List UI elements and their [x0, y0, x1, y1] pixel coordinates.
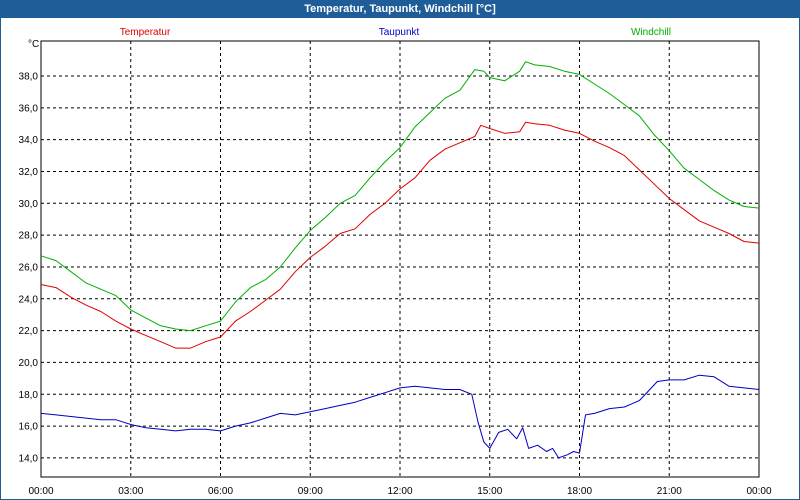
- series-line-temperatur: [40, 121, 760, 349]
- x-tick-time: 06:00: [208, 486, 233, 497]
- plot-area-border: [40, 40, 760, 478]
- y-tick-label: 30,0: [19, 199, 39, 210]
- x-axis-ticks: 00:0025.06.1903:0025.06.1906:0025.06.190…: [28, 486, 771, 497]
- x-tick-time: 15:00: [477, 486, 502, 497]
- y-tick-label: 28,0: [19, 231, 39, 242]
- legend-item-temperatur: Temperatur: [120, 27, 171, 38]
- x-tick-time: 09:00: [298, 486, 323, 497]
- y-tick-label: 18,0: [19, 390, 39, 401]
- x-tick-time: 12:00: [387, 486, 412, 497]
- legend-item-windchill: Windchill: [631, 27, 671, 38]
- y-tick-label: 14,0: [19, 453, 39, 464]
- y-tick-label: 36,0: [19, 103, 39, 114]
- y-tick-label: 22,0: [19, 326, 39, 337]
- y-tick-label: 32,0: [19, 167, 39, 178]
- legend: Temperatur Taupunkt Windchill: [120, 27, 671, 38]
- x-tick-time: 18:00: [567, 486, 592, 497]
- series-line-windchill: [40, 61, 760, 332]
- series-line-taupunkt: [40, 374, 760, 459]
- x-tick-time: 03:00: [118, 486, 143, 497]
- y-tick-label: 24,0: [19, 294, 39, 305]
- y-axis-unit-label: °C: [28, 39, 39, 50]
- y-tick-label: 34,0: [19, 135, 39, 146]
- y-tick-label: 38,0: [19, 72, 39, 83]
- gridlines: [41, 41, 759, 477]
- x-tick-time: 00:00: [28, 486, 53, 497]
- y-tick-label: 20,0: [19, 358, 39, 369]
- y-axis-ticks: 14,0 16,0 18,0 20,0 22,0 24,0 26,0 28,0 30,0 32,0…: [19, 72, 39, 465]
- x-tick-time: 00:00: [746, 486, 771, 497]
- window-title: Temperatur, Taupunkt, Windchill [°C]: [1, 1, 799, 18]
- series-lines: [40, 61, 760, 459]
- legend-item-taupunkt: Taupunkt: [379, 27, 420, 38]
- line-chart: Temperatur Taupunkt Windchill °C 14,016,01…: [19, 27, 772, 497]
- y-tick-label: 26,0: [19, 262, 39, 273]
- y-tick-label: 16,0: [19, 422, 39, 433]
- x-tick-time: 21:00: [657, 486, 682, 497]
